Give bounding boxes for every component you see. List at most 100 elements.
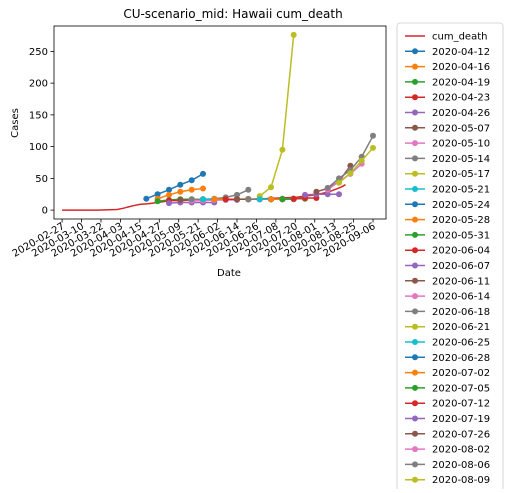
y-axis-label: Cases	[10, 108, 21, 138]
data-point	[313, 188, 320, 195]
chart-title: CU-scenario_mid: Hawaii cum_death	[123, 7, 342, 21]
legend-label: 2020-07-05	[432, 383, 490, 394]
legend-marker	[412, 109, 418, 116]
data-point	[200, 170, 206, 177]
legend-label: 2020-06-07	[432, 261, 490, 272]
legend-marker	[412, 369, 418, 376]
y-tick-label: 150	[29, 110, 48, 121]
data-point	[177, 188, 184, 195]
data-point	[154, 198, 161, 205]
y-tick-label: 0	[42, 206, 48, 217]
legend-marker	[412, 170, 418, 177]
data-point	[234, 196, 240, 203]
data-point	[290, 31, 297, 38]
legend-marker	[412, 384, 418, 391]
y-tick-label: 200	[29, 79, 48, 90]
legend-label: cum_death	[432, 32, 487, 43]
legend-label: 2020-05-31	[432, 230, 490, 241]
x-axis-label: Date	[217, 268, 241, 279]
data-point	[177, 181, 184, 188]
data-point	[166, 200, 172, 207]
data-point	[245, 196, 252, 203]
legend-marker	[412, 323, 418, 330]
legend-marker	[412, 446, 418, 453]
legend-marker	[412, 354, 418, 361]
data-point	[324, 191, 331, 198]
legend-label: 2020-06-25	[432, 338, 490, 349]
series-line	[304, 193, 339, 196]
series-line	[259, 34, 295, 197]
legend-label: 2020-05-28	[432, 215, 490, 226]
legend-marker	[412, 124, 418, 131]
legend-label: 2020-04-23	[432, 93, 490, 104]
y-tick-label: 100	[29, 142, 48, 153]
legend-marker	[412, 140, 418, 147]
data-point	[256, 196, 263, 203]
data-point	[188, 186, 195, 193]
legend-label: 2020-04-16	[432, 62, 490, 73]
data-point	[268, 196, 274, 203]
data-point	[358, 157, 365, 164]
legend-label: 2020-05-21	[432, 185, 490, 196]
data-point	[370, 132, 376, 139]
legend-label: 2020-07-26	[432, 429, 490, 440]
legend-marker	[412, 155, 418, 162]
series-line	[316, 165, 352, 193]
legend-label: 2020-06-21	[432, 322, 490, 333]
data-point	[188, 196, 195, 203]
series-line	[338, 147, 374, 184]
legend-label: 2020-04-26	[432, 108, 490, 119]
data-point	[166, 186, 172, 193]
data-point	[200, 185, 206, 192]
legend-label: 2020-05-14	[432, 154, 490, 165]
legend-label: 2020-05-24	[432, 200, 490, 211]
data-point	[222, 196, 229, 203]
data-point	[211, 196, 218, 203]
axes: 0501001502002502020-02-272020-03-102020-…	[11, 25, 387, 260]
legend-marker	[412, 293, 418, 300]
legend-label: 2020-06-28	[432, 353, 490, 364]
y-tick-label: 250	[29, 47, 48, 58]
data-point	[200, 196, 206, 203]
data-point	[302, 191, 308, 198]
data-point	[234, 191, 240, 198]
data-point	[188, 177, 195, 184]
data-point	[347, 170, 354, 177]
legend-marker	[412, 78, 418, 85]
legend-marker	[412, 231, 418, 238]
legend-marker	[412, 415, 418, 422]
legend-marker	[412, 201, 418, 208]
data-point	[370, 144, 376, 151]
legend-label: 2020-08-02	[432, 445, 490, 456]
legend-marker	[412, 63, 418, 70]
data-point	[268, 184, 274, 191]
data-point	[177, 197, 184, 203]
data-point	[166, 191, 172, 198]
data-point	[143, 195, 150, 202]
plot-area	[62, 31, 376, 211]
legend-marker	[412, 186, 418, 192]
legend-label: 2020-06-14	[432, 292, 490, 303]
legend-marker	[412, 94, 418, 101]
legend-marker	[412, 461, 418, 468]
legend: cum_death 2020-04-12 2020-04-16 2020-04-19 2…	[396, 22, 504, 492]
data-point	[279, 146, 286, 153]
legend-label: 2020-06-18	[432, 307, 490, 318]
legend-label: 2020-08-06	[432, 460, 490, 471]
legend-marker	[412, 262, 418, 269]
legend-label: 2020-07-02	[432, 368, 490, 379]
data-point	[336, 179, 342, 186]
legend-marker	[412, 308, 418, 315]
legend-label: 2020-07-19	[432, 414, 490, 425]
legend-label: 2020-07-12	[432, 399, 490, 410]
data-point	[336, 191, 342, 198]
legend-label: 2020-05-17	[432, 169, 490, 180]
data-point	[154, 191, 161, 198]
series-line	[327, 135, 374, 189]
legend-label: 2020-06-11	[432, 276, 490, 287]
legend-marker	[412, 277, 418, 284]
legend-label: 2020-04-12	[432, 47, 490, 58]
data-point	[245, 186, 252, 193]
